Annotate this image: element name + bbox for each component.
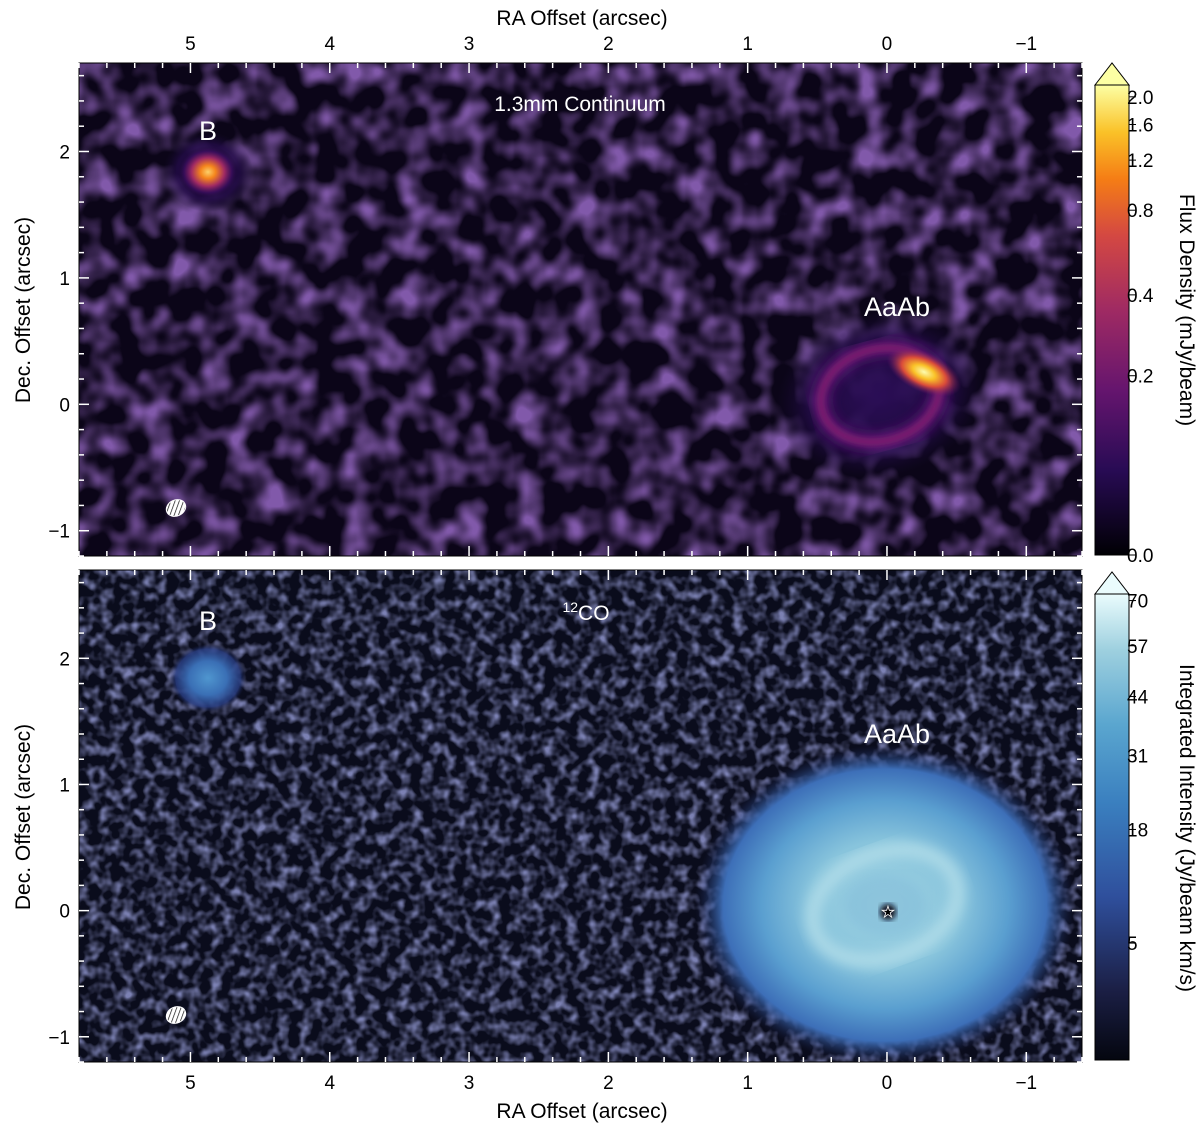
co-dec-tick-label: 2 bbox=[59, 649, 70, 670]
continuum-colorbar-tick-label: 1.2 bbox=[1127, 151, 1153, 172]
ra-tick-label-top: 1 bbox=[742, 34, 753, 55]
co-colorbar: 70 57 44 31 18 5 Integrated Intensity (Jy/bea… bbox=[1093, 571, 1198, 1061]
ra-tick-label-bottom: 1 bbox=[742, 1073, 753, 1094]
ra-tick-label-bottom: 0 bbox=[882, 1073, 893, 1094]
continuum-colorbar-tick-label: 0.0 bbox=[1127, 546, 1153, 567]
co-colorbar-tick-label: 44 bbox=[1127, 688, 1149, 709]
co-aaab-center bbox=[880, 904, 896, 920]
co-source-aaab-label: AaAb bbox=[864, 719, 930, 749]
continuum-colorbar-tick-label: 0.8 bbox=[1127, 201, 1153, 222]
co-colorbar-tick-label: 5 bbox=[1127, 934, 1138, 955]
co-colorbar-extend-arrow bbox=[1093, 571, 1131, 595]
continuum-colorbar-ticks: 2.0 1.6 1.2 0.8 0.4 0.2 0.0 bbox=[1127, 88, 1154, 567]
top-y-axis-label: Dec. Offset (arcsec) bbox=[12, 217, 35, 403]
co-title-main: CO bbox=[578, 602, 610, 625]
ra-tick-label-top: 3 bbox=[464, 34, 475, 55]
ra-tick-label-top: −1 bbox=[1015, 34, 1037, 55]
co-colorbar-label: Integrated Intensity (Jy/beam km/s) bbox=[1175, 664, 1198, 992]
co-colorbar-body bbox=[1094, 593, 1130, 1061]
co-colorbar-tick-label: 31 bbox=[1127, 747, 1148, 768]
continuum-dec-tick-label: 1 bbox=[59, 269, 70, 290]
co-colorbar-tick-label: 18 bbox=[1127, 820, 1148, 841]
co-colorbar-tick-label: 70 bbox=[1127, 592, 1148, 613]
bottom-axis-label: RA Offset (arcsec) bbox=[496, 1100, 667, 1123]
ra-tick-label-bottom: −1 bbox=[1015, 1073, 1037, 1094]
continuum-panel-title: 1.3mm Continuum bbox=[494, 93, 666, 116]
continuum-colorbar-tick-label: 1.6 bbox=[1127, 115, 1153, 136]
continuum-dec-tick-label: 0 bbox=[59, 395, 70, 416]
co-colorbar-ticks: 70 57 44 31 18 5 bbox=[1127, 592, 1149, 956]
co-source-b bbox=[170, 644, 246, 712]
co-panel-title: 12CO bbox=[562, 599, 609, 625]
co-colorbar-tick-label: 57 bbox=[1127, 637, 1148, 658]
continuum-noise bbox=[79, 63, 1082, 556]
top-axis-label: RA Offset (arcsec) bbox=[496, 7, 667, 30]
continuum-panel: 1.3mm Continuum B AaAb bbox=[78, 62, 1083, 557]
co-dec-tick-label: 1 bbox=[59, 775, 70, 796]
ra-tick-label-bottom: 3 bbox=[464, 1073, 475, 1094]
continuum-aaab-halo bbox=[776, 311, 984, 479]
continuum-source-b-label: B bbox=[199, 116, 217, 146]
continuum-colorbar-extend-arrow bbox=[1093, 62, 1131, 86]
ra-tick-label-top: 0 bbox=[882, 34, 893, 55]
co-aaab-inner-ring bbox=[804, 842, 966, 968]
continuum-source-aaab-label: AaAb bbox=[864, 292, 930, 322]
co-panel: ★ 12CO B AaAb bbox=[78, 569, 1083, 1063]
co-star-marker: ★ bbox=[881, 904, 894, 921]
ra-tick-label-bottom: 5 bbox=[185, 1073, 196, 1094]
continuum-colorbar: 2.0 1.6 1.2 0.8 0.4 0.2 0.0 Flux Density (mJy/… bbox=[1093, 62, 1198, 567]
ra-tick-label-top: 2 bbox=[603, 34, 614, 55]
continuum-dec-tick-label: 2 bbox=[59, 142, 70, 163]
continuum-colorbar-label: Flux Density (mJy/beam) bbox=[1175, 194, 1198, 426]
ra-tick-label-bottom: 4 bbox=[324, 1073, 335, 1094]
bottom-y-axis-label: Dec. Offset (arcsec) bbox=[12, 724, 35, 910]
continuum-source-b bbox=[178, 146, 238, 198]
continuum-colorbar-tick-label: 0.2 bbox=[1127, 367, 1153, 388]
axis-tick-labels: 5 5 4 4 3 3 2 2 1 1 0 0 −1 −1 2 1 0 −1 2 1 0 −1 bbox=[48, 34, 1037, 1094]
continuum-beam-ellipse bbox=[165, 499, 187, 517]
co-beam-ellipse bbox=[165, 1006, 187, 1024]
continuum-colorbar-body bbox=[1094, 84, 1130, 556]
continuum-dec-tick-label: −1 bbox=[48, 522, 70, 543]
continuum-ticks bbox=[78, 63, 1083, 557]
co-title-superscript: 12 bbox=[562, 599, 578, 615]
continuum-colorbar-tick-label: 0.4 bbox=[1127, 286, 1154, 307]
co-source-b-label: B bbox=[199, 606, 217, 636]
ra-tick-label-top: 5 bbox=[185, 34, 196, 55]
co-dec-tick-label: −1 bbox=[48, 1028, 70, 1049]
ra-tick-label-bottom: 2 bbox=[603, 1073, 614, 1094]
continuum-colorbar-tick-label: 2.0 bbox=[1127, 88, 1153, 109]
continuum-aaab-arc bbox=[886, 347, 962, 397]
co-dec-tick-label: 0 bbox=[59, 902, 70, 923]
co-ticks bbox=[78, 570, 1083, 1063]
ra-tick-label-top: 4 bbox=[324, 34, 335, 55]
